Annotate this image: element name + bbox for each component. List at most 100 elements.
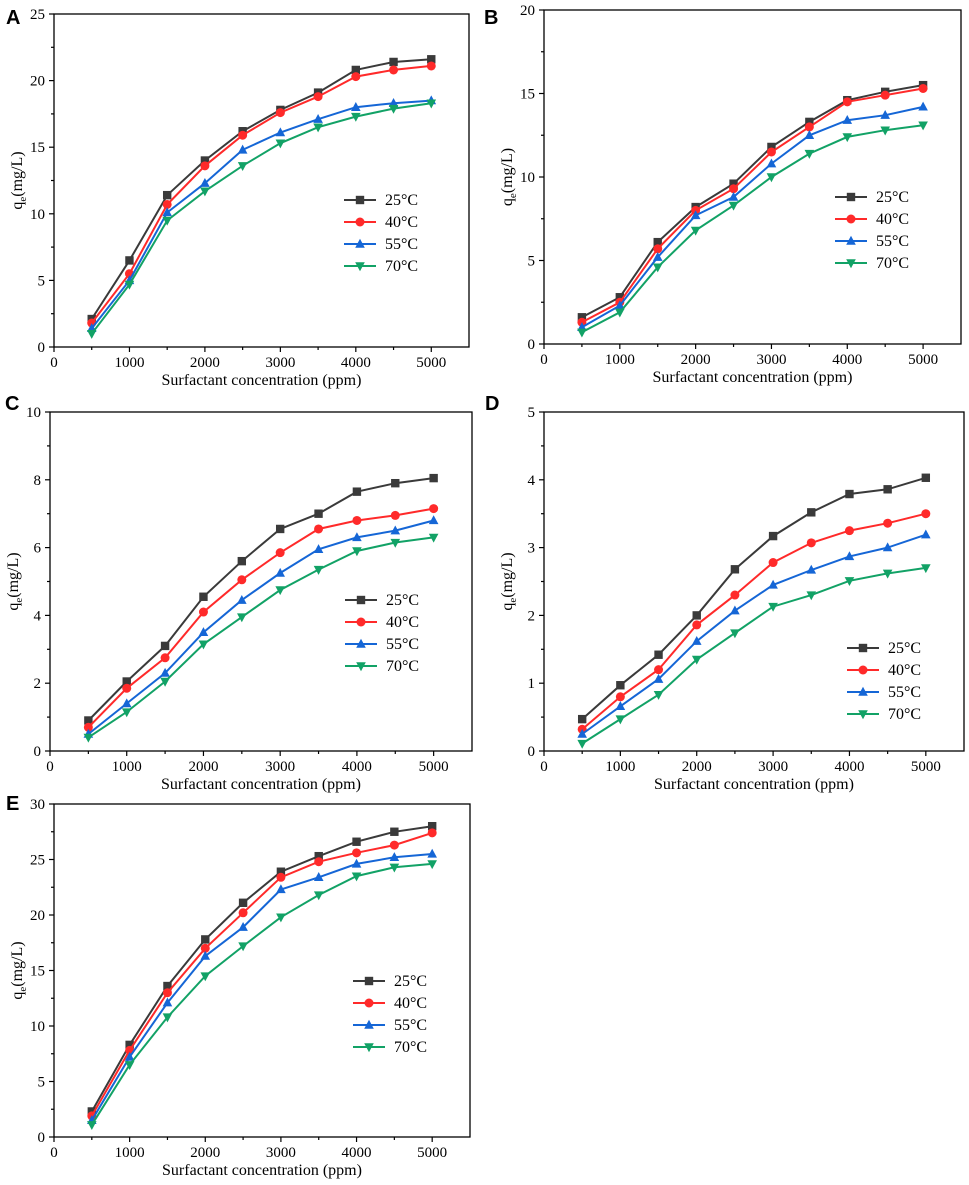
panel-letter: D [485,393,499,415]
y-axis-title: qe(mg/L) [9,151,29,209]
x-tick-label: 3000 [265,759,295,775]
data-point [237,594,247,604]
series-1 [87,828,437,1121]
data-point [918,101,928,111]
data-point [238,898,248,907]
data-point [313,544,324,553]
data-point [844,577,855,587]
data-point [276,872,286,882]
legend-marker [364,998,374,1008]
data-point [921,509,931,519]
data-point [313,565,324,575]
data-point [615,300,625,310]
data-point [200,156,210,165]
data-point [351,102,361,111]
data-point [275,108,285,118]
data-point [804,149,815,159]
legend-marker [364,976,374,986]
legend-marker [858,665,868,675]
data-point [730,590,740,600]
data-point [391,478,400,488]
data-point [429,504,439,514]
data-point [122,677,131,686]
series-line [90,825,433,1112]
panel-letter: C [5,393,19,415]
y-tick-label: 6 [34,541,42,557]
x-tick-label: 0 [50,355,58,371]
data-point [389,852,400,861]
data-point [654,665,664,675]
data-point [428,533,439,543]
data-point [615,308,625,318]
data-point [352,837,361,846]
series-line [90,862,433,1126]
data-point [577,728,587,738]
data-point [160,677,170,687]
data-point [160,641,170,651]
legend-marker [356,662,366,672]
chart-panel-d: D 0 1000 2000 3000 4000 5000 0 1 2 3 4 5 Surfactant c… [485,393,965,793]
data-point [844,526,854,536]
x-tick-label: 2000 [190,355,220,371]
data-point [351,65,361,75]
series-2 [86,95,437,333]
series-line [581,566,926,745]
y-tick-label: 10 [520,170,535,186]
x-tick-label: 1000 [605,352,635,368]
data-point [162,216,172,226]
data-point [728,201,739,211]
data-point [276,884,286,894]
legend: 25°C 40°C 55°C 70°C [835,189,909,272]
data-point [842,115,853,124]
series-3 [577,564,931,749]
data-point [160,653,170,663]
data-point [690,210,701,220]
data-point [883,485,892,494]
data-point [275,586,285,596]
legend-label: 40°C [386,614,419,631]
y-tick-label: 2 [528,608,536,624]
series-line [87,536,434,739]
y-tick-label: 5 [528,405,536,421]
series-0 [84,473,438,725]
series-line [581,476,927,720]
data-point [730,629,740,639]
data-point [390,538,401,548]
series-3 [86,99,437,339]
legend-label: 40°C [385,214,418,231]
data-point [729,179,738,188]
data-point [390,525,401,535]
data-point [429,473,438,483]
data-point [351,872,362,882]
data-point [121,708,132,718]
data-point [426,61,436,71]
y-tick-label: 0 [528,337,536,353]
legend-label: 70°C [888,706,921,723]
legend-marker [355,217,365,227]
data-point [652,251,663,261]
legend: 25°C 40°C 55°C 70°C [344,192,418,275]
x-axis-title: Surfactant concentration (ppm) [654,776,854,793]
legend-marker [364,1019,374,1029]
y-tick-label: 0 [34,744,42,760]
legend-marker [355,195,365,205]
y-axis-title: qe(mg/L) [499,552,519,610]
plot-frame [543,9,962,345]
legend-marker [356,638,366,648]
legend-label: 70°C [876,255,909,272]
data-point [314,524,324,534]
data-point [275,524,285,534]
data-point [427,822,437,831]
series-0 [577,473,931,724]
x-tick-label: 4000 [834,759,864,775]
data-point [918,121,928,131]
x-tick-label: 2000 [682,759,712,775]
data-point [200,177,210,187]
data-point [313,114,323,123]
data-point [844,551,855,561]
x-tick-label: 3000 [758,759,788,775]
y-tick-label: 30 [30,797,45,813]
x-axis-title: Surfactant concentration (ppm) [162,372,362,389]
data-point [427,828,437,838]
